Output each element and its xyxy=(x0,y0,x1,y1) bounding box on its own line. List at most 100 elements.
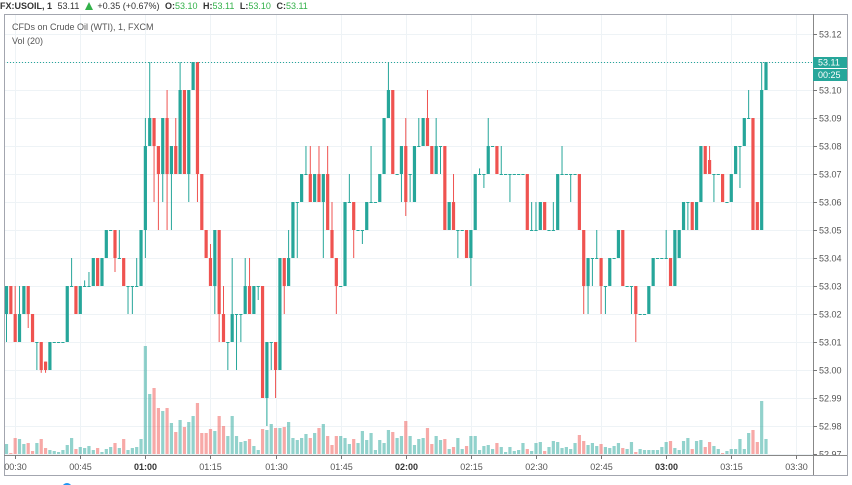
candle-body xyxy=(260,286,265,398)
last-price: 53.11 xyxy=(57,1,80,11)
candle xyxy=(213,230,217,314)
candle xyxy=(287,230,291,286)
volume-bar xyxy=(642,450,647,454)
volume-bar xyxy=(582,441,586,454)
volume-bar xyxy=(22,444,26,454)
volume-bar xyxy=(182,427,187,454)
candle-body xyxy=(647,286,651,314)
volume-legend[interactable]: Vol (20) xyxy=(12,36,44,46)
series-legend[interactable]: CFDs on Crude Oil (WTI), 1, FXCM xyxy=(12,22,154,32)
candle-body xyxy=(721,174,725,202)
candle xyxy=(221,286,226,342)
candle-body xyxy=(278,258,282,370)
price-axis[interactable]: 53.12 53.11 53.10 53.09 53.08 53.07 53.06 53.05… xyxy=(813,30,842,460)
candle xyxy=(386,62,391,118)
volume-bar xyxy=(70,438,74,454)
candle-body xyxy=(152,118,156,146)
volume-bar xyxy=(278,428,282,454)
candle xyxy=(486,118,490,174)
candle-body xyxy=(703,146,707,174)
candle xyxy=(83,280,87,287)
candle xyxy=(156,146,160,230)
volume-bar xyxy=(434,436,438,454)
candle xyxy=(161,118,165,202)
volume-bar xyxy=(660,447,664,454)
candle xyxy=(61,342,65,343)
candle-body xyxy=(187,90,191,174)
candle xyxy=(508,174,512,202)
volume-bar xyxy=(712,446,716,454)
candle xyxy=(30,314,35,342)
candle xyxy=(208,244,213,286)
candle-body xyxy=(130,286,134,287)
candle-body xyxy=(447,202,451,230)
candle xyxy=(425,90,430,146)
candle-body xyxy=(352,202,356,230)
candle xyxy=(308,146,312,202)
candle-body xyxy=(595,258,599,259)
volume-bar xyxy=(386,430,391,454)
candle xyxy=(282,258,286,314)
candle-body xyxy=(104,230,108,258)
candle-body xyxy=(291,202,295,258)
up-triangle-icon xyxy=(84,2,93,10)
candle-body xyxy=(208,258,213,286)
candle xyxy=(634,286,638,342)
candle-body xyxy=(760,90,764,230)
volume-bar xyxy=(721,453,725,454)
candle-body xyxy=(226,342,230,343)
candle xyxy=(352,202,356,258)
candle-body xyxy=(87,286,91,287)
volume-bar xyxy=(738,439,742,454)
symbol-name[interactable]: FX:USOIL, 1 xyxy=(0,1,53,11)
candle-body xyxy=(269,342,273,343)
candle-body xyxy=(460,230,464,231)
volume-bar xyxy=(200,433,204,454)
volume-bar xyxy=(530,451,534,454)
price-axis-label: 53.07 xyxy=(819,170,842,180)
volume-bar xyxy=(247,439,252,454)
candle-body xyxy=(590,258,594,259)
candle xyxy=(725,202,729,203)
candle xyxy=(243,258,247,314)
high-label: H: xyxy=(203,1,213,11)
candle-body xyxy=(369,202,373,203)
candle xyxy=(660,258,664,259)
candle-body xyxy=(582,230,586,286)
candle-body xyxy=(499,174,503,175)
volume-bar xyxy=(686,438,690,454)
candle-body xyxy=(707,160,712,174)
candle-body xyxy=(360,230,364,231)
volume-bar xyxy=(690,449,694,454)
candle-body xyxy=(217,230,221,314)
candle xyxy=(26,286,30,328)
time-axis-label: 02:30 xyxy=(525,462,548,472)
volume-bar xyxy=(378,440,382,454)
volume-bar xyxy=(308,438,312,454)
volume-bar xyxy=(178,420,182,454)
candle-body xyxy=(330,230,334,258)
candle-body xyxy=(100,258,104,286)
candle-body xyxy=(512,174,516,175)
volume-bar xyxy=(65,445,69,454)
volume-bar xyxy=(456,438,460,454)
candle xyxy=(226,342,230,370)
candle-body xyxy=(13,314,17,342)
candle xyxy=(182,90,187,174)
volume-bar xyxy=(734,449,738,454)
candle xyxy=(260,286,265,398)
volume-bar xyxy=(590,443,594,454)
candle xyxy=(673,230,677,286)
candle xyxy=(122,258,126,286)
candle xyxy=(742,118,746,146)
candle xyxy=(677,230,681,258)
time-axis[interactable]: 00:30 00:45 01:00 01:15 01:30 01:45 02:00 02:15… xyxy=(4,455,808,472)
volume-bar xyxy=(399,436,404,454)
volume-bar xyxy=(61,450,65,454)
candle xyxy=(642,314,647,315)
volume-bar xyxy=(595,446,599,454)
candle xyxy=(13,286,17,342)
candle-body xyxy=(660,258,664,259)
candle xyxy=(78,286,82,314)
